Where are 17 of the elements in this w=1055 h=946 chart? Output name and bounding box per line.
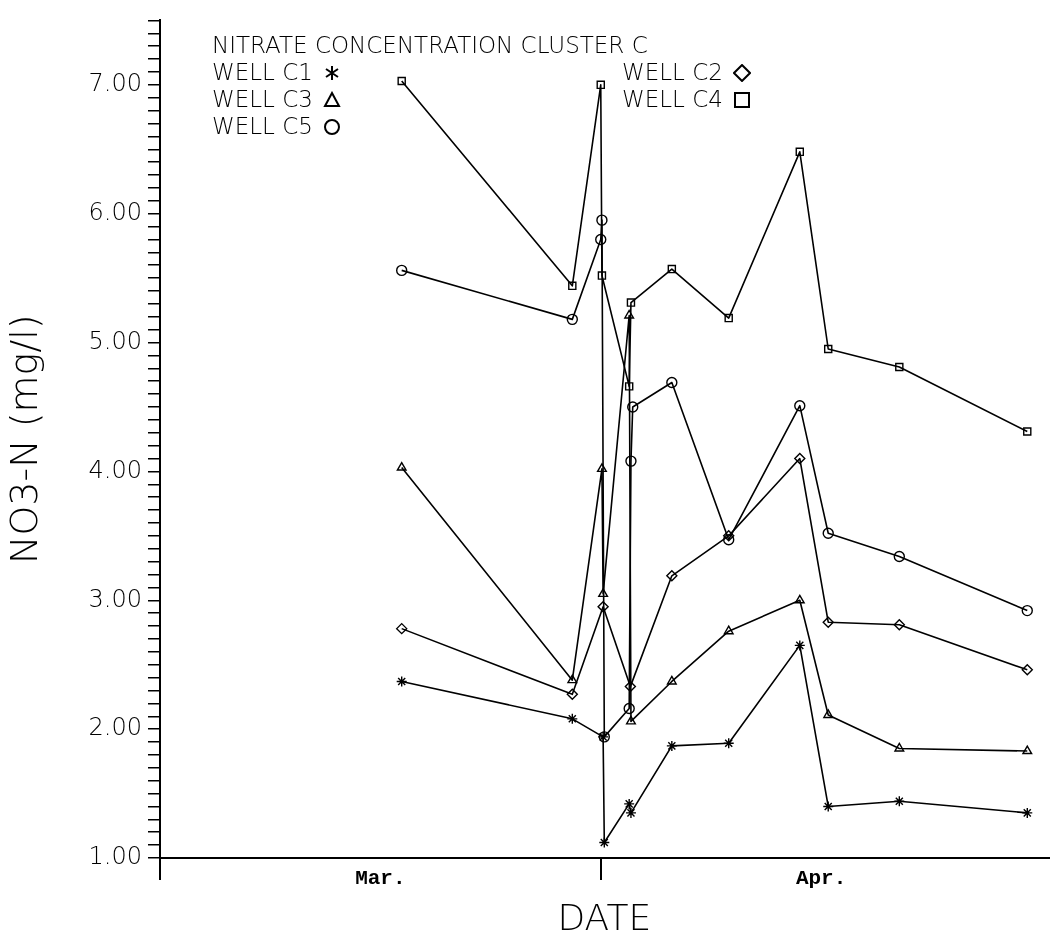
y-tick-label: 7.00: [88, 69, 142, 98]
legend-label: WELL C5: [212, 113, 313, 141]
legend-label: WELL C1: [212, 59, 313, 87]
x-axis-title: DATE: [557, 896, 652, 938]
x-tick-label: Mar.: [355, 866, 406, 890]
x-tick-label: Apr.: [795, 866, 847, 890]
y-axis-title: NO3-N (mg/l): [1, 314, 46, 564]
y-tick-label: 4.00: [88, 455, 142, 484]
y-tick-label: 6.00: [88, 197, 142, 226]
y-tick-label: 2.00: [88, 713, 142, 742]
legend-title: NITRATE CONCENTRATION CLUSTER C: [212, 32, 649, 60]
legend-label: WELL C4: [622, 86, 723, 114]
y-tick-label: 1.00: [88, 842, 142, 871]
legend-label: WELL C2: [622, 59, 723, 87]
legend-label: WELL C3: [212, 86, 313, 114]
y-tick-label: 5.00: [88, 326, 142, 355]
y-tick-label: 3.00: [88, 584, 142, 613]
